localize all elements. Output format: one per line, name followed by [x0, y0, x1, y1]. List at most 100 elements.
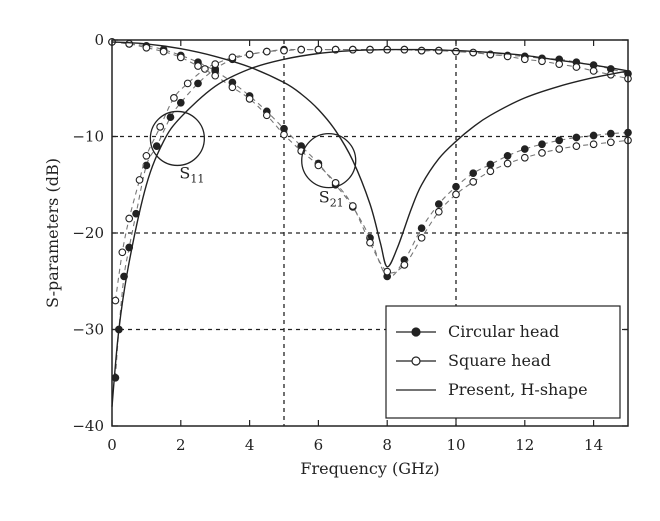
x-tick-label: 8: [382, 436, 392, 454]
axis-ticks: 0 2 4 6 8 10 12 14 0 −10 −20 −30 −40: [72, 31, 628, 454]
legend: Circular head Square head Present, H-shape: [385, 305, 621, 419]
data-point-square-head-s11: [170, 94, 178, 102]
legend-item-square-head: Square head: [396, 351, 551, 370]
y-tick-label: −20: [72, 224, 104, 242]
series-square-head-s11: [111, 45, 632, 305]
data-point-circular-head-s21: [520, 145, 529, 153]
y-tick-label: −10: [72, 128, 104, 146]
data-point-square-head-s21: [142, 43, 151, 52]
annotation-s21-circle: [301, 132, 357, 189]
data-point-square-head-s11: [589, 67, 598, 75]
data-point-square-head-s21: [434, 207, 443, 216]
series-present-h-shape-s11: [111, 48, 629, 407]
data-point-square-head-s21: [486, 167, 495, 176]
data-point-square-head-s11: [417, 46, 426, 55]
legend-box: [385, 305, 621, 419]
data-point-square-head-s21: [572, 142, 581, 150]
x-axis-label: Frequency (GHz): [300, 459, 439, 478]
data-point-square-head-s11: [538, 57, 546, 66]
annotation-s21-subscript: 21: [330, 197, 344, 210]
x-tick-label: 2: [176, 436, 186, 454]
data-point-square-head-s21: [589, 140, 598, 149]
data-point-square-head-s21: [245, 95, 254, 103]
data-point-square-head-s21: [125, 40, 134, 48]
legend-label: Circular head: [448, 322, 559, 341]
data-point-square-head-s11: [228, 53, 237, 62]
data-point-square-head-s21: [400, 260, 409, 269]
data-point-square-head-s11: [572, 63, 581, 71]
data-point-circular-head-s21: [434, 200, 443, 208]
data-point-circular-head-s21: [538, 140, 546, 149]
data-point-circular-head-s11: [152, 142, 161, 150]
data-point-square-head-s21: [503, 159, 512, 168]
data-point-circular-head-s21: [486, 160, 495, 169]
data-point-square-head-s11: [348, 45, 357, 54]
y-axis-label: S-parameters (dB): [43, 158, 62, 308]
legend-items: Circular head Square head Present, H-shape: [396, 322, 588, 399]
y-tick-label: −40: [72, 417, 104, 435]
data-point-square-head-s21: [452, 190, 460, 199]
data-point-square-head-s21: [176, 53, 185, 62]
data-point-square-head-s11: [297, 45, 306, 54]
data-point-square-head-s11: [262, 47, 271, 56]
data-point-circular-head-s21: [589, 131, 598, 140]
data-point-square-head-s21: [280, 130, 288, 139]
data-point-square-head-s21: [383, 267, 392, 276]
data-point-circular-head-s11: [176, 98, 185, 107]
data-point-square-head-s11: [111, 296, 120, 305]
legend-swatch-marker: [411, 327, 421, 337]
data-point-square-head-s11: [452, 47, 460, 56]
annotation-s11-circle: [149, 110, 206, 167]
series-present-h-shape-s21: [111, 41, 629, 268]
data-point-square-head-s21: [606, 138, 615, 147]
data-point-square-head-s11: [135, 176, 144, 184]
data-point-square-head-s11: [183, 79, 192, 88]
data-point-square-head-s11: [555, 60, 564, 68]
series-line-present-h-shape-s11: [111, 48, 629, 407]
data-point-circular-head-s21: [572, 133, 581, 142]
data-point-square-head-s11: [245, 50, 254, 59]
data-point-square-head-s21: [417, 233, 426, 242]
annotation-s11-subscript: 11: [190, 172, 204, 185]
data-point-square-head-s21: [194, 62, 202, 70]
data-point-square-head-s21: [159, 47, 168, 56]
y-tick-label: 0: [94, 31, 104, 49]
data-point-square-head-s11: [118, 248, 127, 257]
data-point-square-head-s21: [469, 178, 478, 186]
x-tick-label: 4: [245, 436, 255, 454]
data-point-square-head-s21: [331, 178, 340, 187]
data-point-square-head-s21: [555, 145, 564, 153]
legend-swatch-marker: [411, 356, 421, 366]
x-tick-label: 10: [446, 436, 465, 454]
legend-label: Square head: [448, 351, 551, 370]
data-point-square-head-s21: [520, 153, 529, 162]
series-square-head-s21: [108, 38, 632, 276]
legend-item-present-h-shape: Present, H-shape: [396, 380, 588, 399]
data-point-square-head-s21: [314, 161, 323, 170]
data-point-circular-head-s21: [469, 169, 478, 178]
data-point-square-head-s21: [262, 111, 271, 120]
data-point-circular-head-s11: [142, 161, 151, 170]
data-point-circular-head-s21: [555, 136, 564, 145]
x-tick-label: 12: [515, 436, 534, 454]
data-point-square-head-s11: [125, 214, 134, 223]
data-point-square-head-s21: [538, 149, 546, 157]
annotation-s11-label: S11: [179, 163, 204, 185]
data-point-circular-head-s21: [452, 182, 460, 191]
data-point-circular-head-s21: [417, 224, 426, 233]
series-layer: [108, 38, 632, 407]
data-point-circular-head-s11: [166, 113, 175, 122]
data-point-square-head-s11: [142, 151, 151, 160]
x-tick-label: 0: [107, 436, 117, 454]
data-point-square-head-s21: [211, 71, 220, 80]
x-tick-label: 14: [584, 436, 603, 454]
data-point-circular-head-s21: [606, 129, 615, 138]
data-point-square-head-s11: [280, 46, 288, 55]
y-tick-label: −30: [72, 321, 104, 339]
data-point-square-head-s21: [348, 202, 357, 210]
data-point-square-head-s21: [366, 238, 374, 247]
data-point-circular-head-s11: [194, 79, 202, 88]
legend-label: Present, H-shape: [448, 380, 588, 399]
